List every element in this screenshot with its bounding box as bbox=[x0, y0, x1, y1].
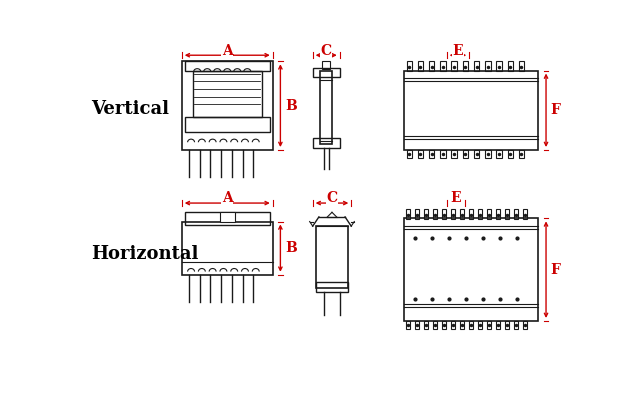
Bar bbox=[513, 209, 518, 219]
Bar bbox=[495, 321, 500, 329]
Text: B: B bbox=[285, 99, 297, 112]
Bar bbox=[474, 61, 479, 71]
Bar bbox=[485, 61, 490, 71]
Text: C: C bbox=[320, 44, 332, 57]
Bar bbox=[469, 321, 473, 329]
Bar bbox=[406, 61, 412, 71]
Bar bbox=[451, 150, 457, 158]
Bar bbox=[429, 61, 435, 71]
Bar bbox=[495, 209, 500, 219]
Bar bbox=[433, 321, 437, 329]
Bar bbox=[508, 61, 513, 71]
Bar bbox=[418, 61, 423, 71]
Bar bbox=[406, 150, 412, 158]
Bar bbox=[504, 209, 509, 219]
Bar bbox=[508, 150, 513, 158]
Bar bbox=[451, 321, 455, 329]
Bar bbox=[442, 209, 446, 219]
Bar bbox=[406, 321, 410, 329]
Bar bbox=[418, 150, 423, 158]
Text: Vertical: Vertical bbox=[91, 100, 169, 118]
Bar bbox=[313, 68, 340, 77]
Bar bbox=[185, 61, 270, 70]
Text: B: B bbox=[285, 241, 297, 255]
Text: A: A bbox=[222, 44, 233, 57]
Bar bbox=[519, 150, 524, 158]
Bar bbox=[460, 209, 464, 219]
Bar bbox=[440, 61, 445, 71]
Text: E: E bbox=[453, 44, 463, 57]
Bar bbox=[463, 61, 468, 71]
Text: F: F bbox=[551, 103, 560, 117]
Bar bbox=[463, 150, 468, 158]
Bar bbox=[322, 61, 331, 69]
Bar bbox=[433, 209, 437, 219]
Text: A: A bbox=[222, 191, 233, 206]
Bar bbox=[504, 321, 509, 329]
Bar bbox=[182, 221, 272, 275]
Bar bbox=[487, 209, 491, 219]
Bar bbox=[485, 150, 490, 158]
Bar bbox=[496, 150, 502, 158]
Bar bbox=[440, 150, 445, 158]
Bar bbox=[424, 321, 428, 329]
Bar bbox=[415, 321, 419, 329]
Bar bbox=[429, 150, 435, 158]
Bar bbox=[460, 321, 464, 329]
Bar bbox=[451, 209, 455, 219]
Bar bbox=[487, 321, 491, 329]
Bar bbox=[316, 282, 348, 291]
Bar bbox=[474, 150, 479, 158]
Bar bbox=[424, 209, 428, 219]
Bar bbox=[316, 226, 348, 288]
Bar bbox=[478, 209, 482, 219]
Bar bbox=[185, 117, 270, 132]
Bar bbox=[404, 219, 538, 321]
Bar bbox=[192, 70, 262, 117]
Bar bbox=[522, 321, 527, 329]
Bar bbox=[185, 212, 270, 225]
Bar bbox=[415, 209, 419, 219]
Bar bbox=[496, 61, 502, 71]
Bar bbox=[469, 209, 473, 219]
Bar bbox=[406, 209, 410, 219]
Bar bbox=[522, 209, 527, 219]
Bar bbox=[404, 70, 538, 150]
Bar bbox=[320, 70, 332, 144]
Bar bbox=[451, 61, 457, 71]
Bar bbox=[513, 321, 518, 329]
Bar bbox=[442, 321, 446, 329]
Text: F: F bbox=[551, 263, 560, 277]
Text: E: E bbox=[451, 191, 461, 206]
Bar bbox=[519, 61, 524, 71]
Bar bbox=[220, 212, 235, 221]
Text: C: C bbox=[326, 191, 338, 206]
Bar bbox=[182, 61, 272, 150]
Text: Horizontal: Horizontal bbox=[91, 245, 198, 263]
Bar bbox=[478, 321, 482, 329]
Bar bbox=[313, 138, 340, 148]
